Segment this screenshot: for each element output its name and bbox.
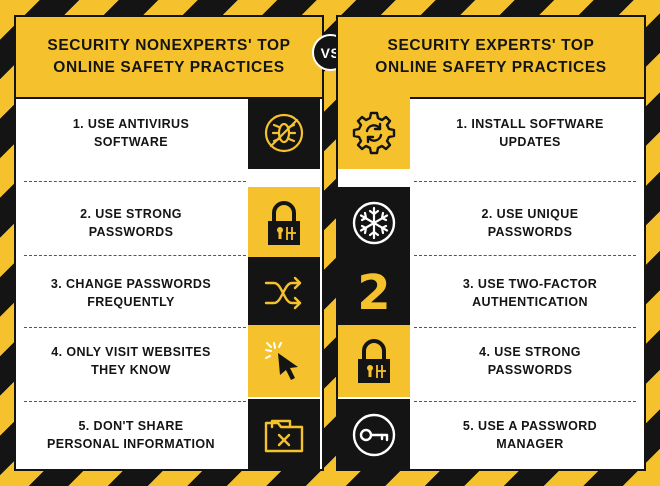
row-divider <box>24 181 246 182</box>
list-item: 2 3. USE TWO-FACTOR AUTHENTICATION <box>338 257 644 329</box>
list-item: 1. INSTALL SOFTWARE UPDATES <box>338 97 644 169</box>
folder-x-icon <box>248 399 320 471</box>
item-line-1: 3. USE TWO-FACTOR <box>462 277 598 291</box>
item-line-2: AUTHENTICATION <box>472 295 588 309</box>
header-line-2: ONLINE SAFETY PRACTICES <box>53 59 285 76</box>
row-divider <box>414 327 636 328</box>
item-line-1: 4. ONLY VISIT WEBSITES <box>51 345 211 359</box>
row-divider <box>24 255 246 256</box>
padlock-icon <box>338 325 410 397</box>
list-item: 2. USE UNIQUE PASSWORDS <box>338 187 644 259</box>
item-line-1: 5. USE A PASSWORD <box>462 419 598 433</box>
item-line-2: FREQUENTLY <box>87 295 175 309</box>
key-icon <box>338 399 410 471</box>
shuffle-icon <box>248 257 320 329</box>
list-item: 4. ONLY VISIT WEBSITES THEY KNOW <box>16 325 322 397</box>
list-item: 3. CHANGE PASSWORDS FREQUENTLY <box>16 257 322 329</box>
header-line-1: SECURITY NONEXPERTS' TOP <box>47 37 291 54</box>
row-divider <box>414 181 636 182</box>
header-line-2: ONLINE SAFETY PRACTICES <box>375 59 607 76</box>
item-line-2: SOFTWARE <box>93 135 169 149</box>
cursor-click-icon <box>248 325 320 397</box>
item-line-1: 2. USE UNIQUE <box>481 207 579 221</box>
list-item: 4. USE STRONG PASSWORDS <box>338 325 644 397</box>
item-line-1: 5. DON'T SHARE <box>78 419 184 433</box>
row-divider <box>24 327 246 328</box>
item-line-1: 2. USE STRONG <box>80 207 182 221</box>
list-item: 2. USE STRONG PASSWORDS <box>16 187 322 259</box>
experts-panel: SECURITY EXPERTS' TOP ONLINE SAFETY PRAC… <box>336 15 646 471</box>
header-line-1: SECURITY EXPERTS' TOP <box>387 37 595 54</box>
item-line-1: 1. USE ANTIVIRUS <box>72 117 190 131</box>
no-bug-icon <box>248 97 320 169</box>
experts-header: SECURITY EXPERTS' TOP ONLINE SAFETY PRAC… <box>338 17 644 99</box>
item-line-2: PASSWORDS <box>487 225 573 239</box>
list-item: 5. DON'T SHARE PERSONAL INFORMATION <box>16 399 322 471</box>
list-item: 1. USE ANTIVIRUS SOFTWARE <box>16 97 322 169</box>
row-divider <box>24 401 246 402</box>
item-line-1: 3. CHANGE PASSWORDS <box>50 277 212 291</box>
item-line-2: PASSWORDS <box>88 225 174 239</box>
item-line-1: 1. INSTALL SOFTWARE <box>456 117 604 131</box>
snowflake-icon <box>338 187 410 259</box>
item-line-2: MANAGER <box>496 437 564 451</box>
row-divider <box>414 255 636 256</box>
item-line-1: 4. USE STRONG <box>479 345 581 359</box>
nonexperts-panel: SECURITY NONEXPERTS' TOP ONLINE SAFETY P… <box>14 15 324 471</box>
row-divider <box>414 401 636 402</box>
padlock-icon <box>248 187 320 259</box>
item-line-2: PASSWORDS <box>487 363 573 377</box>
item-line-2: PERSONAL INFORMATION <box>47 437 215 451</box>
list-item: 5. USE A PASSWORD MANAGER <box>338 399 644 471</box>
gear-refresh-icon <box>338 97 410 169</box>
item-line-2: THEY KNOW <box>91 363 171 377</box>
number-two-icon: 2 <box>338 257 410 329</box>
nonexperts-header: SECURITY NONEXPERTS' TOP ONLINE SAFETY P… <box>16 17 322 99</box>
item-line-2: UPDATES <box>499 135 561 149</box>
